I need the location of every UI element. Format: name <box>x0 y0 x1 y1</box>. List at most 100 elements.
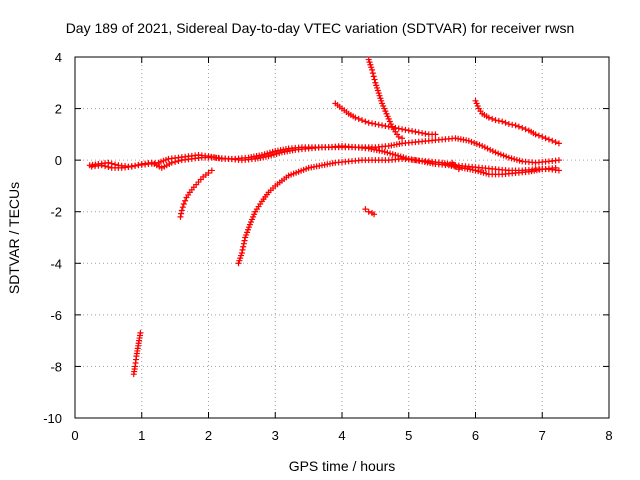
series-track-5 <box>365 56 406 142</box>
data-point <box>477 169 484 176</box>
data-point <box>409 128 416 135</box>
data-point <box>362 118 369 125</box>
data-point <box>519 124 526 131</box>
data-point <box>180 200 187 207</box>
data-point <box>500 152 507 159</box>
data-point <box>522 126 529 133</box>
data-point <box>475 168 482 175</box>
series-track-7 <box>177 167 215 220</box>
data-point <box>355 115 362 122</box>
data-point <box>105 164 112 171</box>
data-point <box>415 129 422 136</box>
data-point <box>168 159 175 166</box>
data-point <box>422 130 429 137</box>
data-point <box>369 70 376 77</box>
data-point <box>382 122 389 129</box>
data-point <box>487 146 494 153</box>
y-tick-label: -2 <box>50 205 62 220</box>
data-point <box>552 139 559 146</box>
data-point <box>268 152 275 159</box>
series-track-6 <box>472 97 562 147</box>
data-point <box>492 149 499 156</box>
data-point <box>238 249 245 256</box>
data-point <box>276 150 283 157</box>
axis-ticks <box>74 56 610 419</box>
series-track-2 <box>88 135 562 171</box>
data-point <box>511 156 518 163</box>
data-point <box>515 123 522 130</box>
data-point <box>495 117 502 124</box>
data-point <box>405 127 412 134</box>
x-tick-labels: 0 1 2 3 4 5 6 7 8 <box>71 428 612 443</box>
data-point <box>384 149 391 156</box>
x-axis-label: GPS time / hours <box>289 458 396 474</box>
data-point <box>370 73 377 80</box>
data-point <box>432 131 439 138</box>
y-tick-label: 4 <box>55 50 62 65</box>
series-track-3 <box>235 155 562 267</box>
chart-title: Day 189 of 2021, Sidereal Day-to-day VTE… <box>66 20 575 36</box>
series-track-10 <box>449 159 462 173</box>
data-point <box>545 136 552 143</box>
data-point <box>102 163 109 170</box>
data-point <box>240 240 247 247</box>
data-point <box>399 135 406 142</box>
data-point <box>485 114 492 121</box>
y-tick-labels: -10 -8 -6 -4 -2 0 2 4 <box>43 50 62 426</box>
x-tick-label: 0 <box>71 428 78 443</box>
data-point <box>387 150 394 157</box>
data-point <box>484 145 491 152</box>
data-point <box>473 140 480 147</box>
data-point <box>177 213 184 220</box>
x-tick-label: 7 <box>539 428 546 443</box>
data-point <box>395 125 402 132</box>
series-track-9 <box>362 206 378 218</box>
data-point <box>489 148 496 155</box>
data-point <box>483 170 490 177</box>
data-point <box>402 126 409 133</box>
data-series <box>86 56 562 378</box>
data-point <box>269 148 276 155</box>
data-point <box>381 148 388 155</box>
data-point <box>178 207 185 214</box>
data-point <box>352 114 359 121</box>
data-point <box>512 122 519 129</box>
data-point <box>489 115 496 122</box>
data-point <box>535 132 542 139</box>
data-point <box>399 126 406 133</box>
y-tick-label: 2 <box>55 102 62 117</box>
data-point <box>505 154 512 161</box>
data-point <box>182 197 189 204</box>
data-point <box>539 133 546 140</box>
data-point <box>128 163 135 170</box>
data-point <box>555 140 562 147</box>
data-point <box>208 167 215 174</box>
data-point <box>532 131 539 138</box>
data-point <box>265 153 272 160</box>
data-point <box>505 121 512 128</box>
data-point <box>452 163 459 170</box>
data-point <box>412 128 419 135</box>
data-point <box>178 210 185 217</box>
data-point <box>495 150 502 157</box>
data-point <box>542 135 549 142</box>
data-point <box>471 139 478 146</box>
y-tick-label: -4 <box>50 256 62 271</box>
x-tick-label: 4 <box>338 428 345 443</box>
data-point <box>241 237 248 244</box>
data-point <box>516 157 523 164</box>
data-point <box>264 150 271 157</box>
data-point <box>419 130 426 137</box>
data-point <box>375 121 382 128</box>
data-point <box>508 155 515 162</box>
data-point <box>98 162 105 169</box>
data-point <box>205 170 212 177</box>
data-point <box>509 121 516 128</box>
data-point <box>369 66 376 73</box>
data-point <box>499 118 506 125</box>
y-tick-label: -10 <box>43 411 62 426</box>
data-point <box>371 76 378 83</box>
data-point <box>379 122 386 129</box>
data-point <box>465 137 472 144</box>
data-point <box>455 166 462 173</box>
